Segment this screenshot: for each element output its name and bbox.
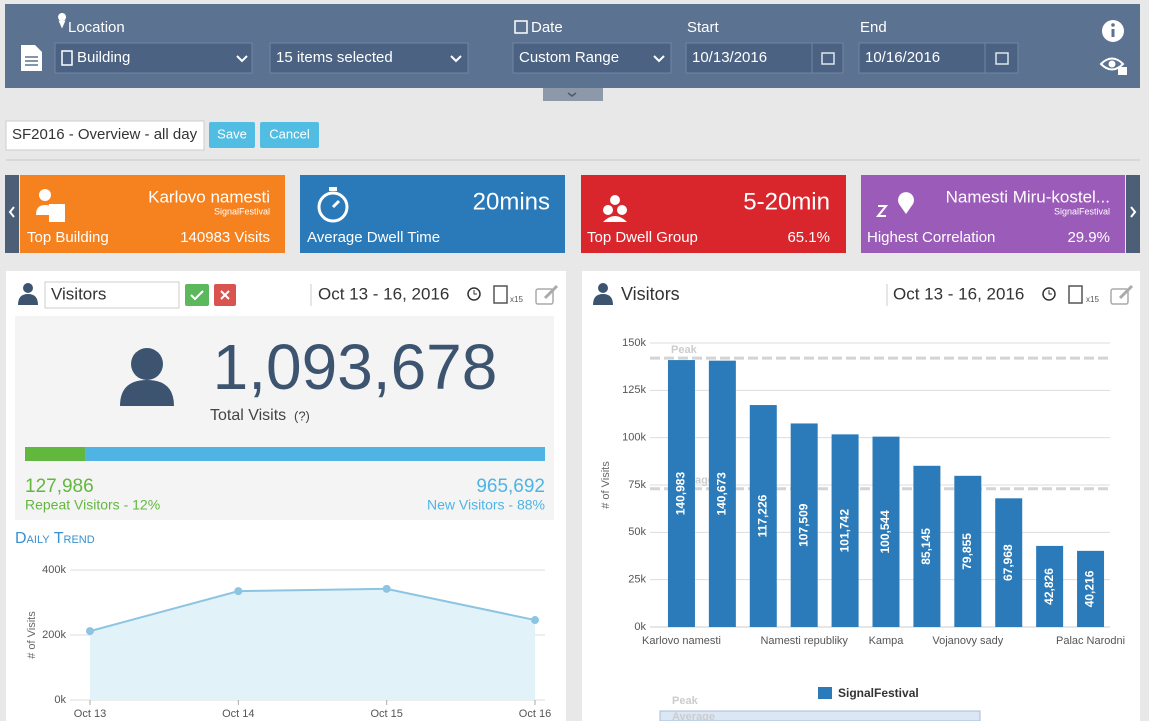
kpi-subtitle: SignalFestival [214,206,270,216]
items-value: 15 items selected [276,49,393,66]
location-value: Building [77,49,130,66]
new-value: 965,692 [476,476,545,497]
kpi-title: Karlovo namesti [148,187,270,206]
y-tick-label: 100k [622,432,646,444]
date-range[interactable]: Oct 13 - 16, 2016 [318,284,449,303]
x-tick-label: Kampa [869,635,905,647]
legend-label: SignalFestival [838,686,919,700]
repeat-value: 127,986 [25,476,94,497]
data-label: 79,855 [960,533,974,570]
navigator-label: Peak [672,695,699,707]
data-label: 107,509 [796,503,810,547]
y-axis-title: # of Visits [600,461,612,509]
data-label: 42,826 [1042,568,1056,605]
confirm-button[interactable] [185,284,209,306]
kpi-title: 20mins [473,188,550,215]
repeat-caption: Repeat Visitors - 12% [25,497,160,513]
kpi-label: Highest Correlation [867,229,995,246]
x-tick-label: Palac Narodni [1056,635,1125,647]
split-bar [25,447,545,461]
end-value: 10/16/2016 [865,49,940,66]
count-badge: x15 [510,295,523,304]
save-label: Save [217,126,247,141]
repeat-segment [25,447,86,461]
info-icon[interactable] [1102,20,1124,42]
new-segment [86,447,545,461]
y-tick-label: 75k [628,479,646,491]
data-label: 85,145 [919,528,933,565]
y-tick-label: 0k [54,694,66,706]
total-visits: 1,093,678 [213,331,498,403]
date-range[interactable]: Oct 13 - 16, 2016 [893,284,1024,303]
y-tick-label: 0k [634,621,646,633]
kpi-label: Top Dwell Group [587,229,698,246]
legend-swatch [818,687,832,699]
navigator-label: Average [672,711,715,721]
date-value: Custom Range [519,49,619,66]
start-value: 10/13/2016 [692,49,767,66]
y-tick-label: 50k [628,526,646,538]
x-tick-label: Namesti republiky [760,635,848,647]
report-icon[interactable] [21,45,42,71]
x-tick-label: Vojanovy sady [932,635,1003,647]
y-tick-label: 125k [622,384,646,396]
end-calendar-button[interactable] [985,43,1018,73]
widget-title: Visitors [621,284,680,304]
y-tick-label: 400k [42,564,66,576]
point [383,585,391,593]
data-label: 140,983 [674,472,688,516]
data-label: 40,216 [1083,570,1097,607]
kpi-value: 140983 Visits [180,229,270,246]
data-label: 140,673 [715,472,729,516]
date-label: Date [531,19,563,36]
cancel-label: Cancel [269,126,310,141]
y-tick-label: 200k [42,629,66,641]
location-label: Location [68,19,125,36]
data-label: 100,544 [878,510,892,554]
point [531,616,539,624]
y-axis-title: # of Visits [26,611,38,659]
point [234,587,242,595]
kpi-title: Namesti Miru-kostel... [946,187,1110,206]
count-badge: x15 [1086,295,1099,304]
kpi-label: Average Dwell Time [307,229,440,246]
data-label: 67,968 [1001,544,1015,581]
help-icon[interactable]: (?) [294,408,310,423]
x-tick-label: Oct 13 [74,708,106,720]
kpi-subtitle: SignalFestival [1054,206,1110,216]
y-tick-label: 25k [628,574,646,586]
x-tick-label: Oct 15 [370,708,402,720]
start-label: Start [687,19,720,36]
reference-label: Peak [671,344,698,356]
x-tick-label: Karlovo namesti [642,635,721,647]
x-tick-label: Oct 14 [222,708,254,720]
y-tick-label: 150k [622,337,646,349]
start-calendar-button[interactable] [812,43,843,73]
kpi-label: Top Building [27,229,109,246]
point [86,627,94,635]
kpi-value: 65.1% [787,229,830,246]
end-label: End [860,19,887,36]
data-label: 117,226 [755,494,769,537]
view-name: SF2016 - Overview - all day [12,126,198,143]
total-label: Total Visits [210,407,286,424]
kpi-value: 29.9% [1067,229,1110,246]
trend-title: Daily Trend [15,530,95,547]
kpi-title: 5-20min [743,188,830,215]
right-panel [582,271,1140,721]
x-tick-label: Oct 16 [519,708,551,720]
data-label: 101,742 [837,509,851,553]
widget-title: Visitors [51,284,106,303]
new-caption: New Visitors - 88% [427,497,545,513]
